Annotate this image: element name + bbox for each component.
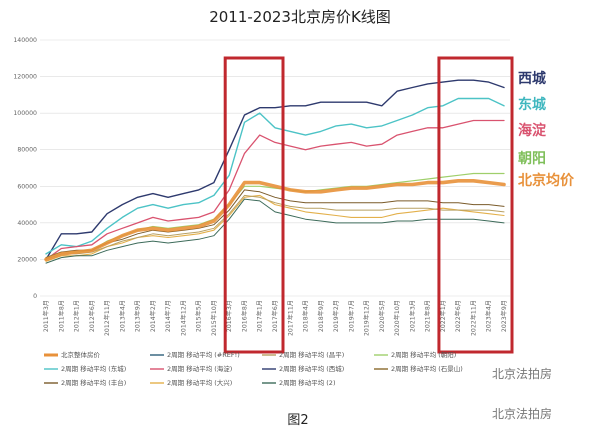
- right-label: 西城: [518, 70, 546, 87]
- legend-label: 2周期 移动平均 (昌平): [279, 350, 344, 359]
- y-tick-label: 40000: [17, 220, 37, 227]
- legend-label: 北京整体房价: [61, 350, 101, 359]
- series-line-5: [45, 194, 505, 260]
- series-line-7: [45, 198, 505, 264]
- series-lines: [44, 79, 506, 264]
- x-tick-label: 2012年6月: [88, 300, 96, 332]
- series-line-8: [44, 179, 506, 262]
- x-tick-label: 2019年7月: [347, 300, 355, 332]
- x-tick-label: 2022年1月: [439, 300, 447, 332]
- right-label: 东城: [518, 96, 546, 113]
- legend-label: 2周期 移动平均 (丰台): [61, 378, 126, 387]
- x-tick-label: 2014年12月: [179, 300, 187, 336]
- legend-label: 2周期 移动平均 (石景山): [391, 364, 463, 373]
- legend-label: 2周期 移动平均 (朝阳): [391, 350, 456, 359]
- x-tick-label: 2012年11月: [103, 300, 111, 336]
- x-tick-label: 2017年11月: [286, 300, 294, 336]
- legend-label: 2周期 移动平均 (东城): [61, 364, 126, 373]
- x-tick-label: 2020年10月: [393, 300, 401, 336]
- y-tick-label: 140000: [13, 37, 37, 44]
- x-tick-label: 2017年1月: [256, 300, 264, 332]
- x-tick-label: 2012年1月: [73, 300, 81, 332]
- x-tick-label: 2022年11月: [469, 300, 477, 336]
- legend-label: 2周期 移动平均 (#REF!): [167, 350, 240, 359]
- y-tick-label: 20000: [17, 256, 37, 263]
- y-tick-label: 80000: [17, 147, 37, 154]
- highlight-box-1: [437, 56, 514, 354]
- x-tick-label: 2016年3月: [225, 300, 233, 332]
- series-line-2: [45, 119, 505, 261]
- y-axis: 0 20000 40000 60000 80000 100000 120000 140000: [13, 37, 37, 300]
- y-tick-label: 100000: [13, 110, 37, 117]
- y-tick-label: 0: [33, 293, 37, 300]
- x-tick-label: 2021年8月: [424, 300, 432, 332]
- x-tick-label: 2015年10月: [210, 300, 218, 336]
- series-line-4: [45, 194, 505, 262]
- right-label: 北京均价: [518, 172, 575, 189]
- legend-label: 2周期 移动平均 (2): [279, 378, 335, 387]
- legend-label: 2周期 移动平均 (西城): [279, 364, 344, 373]
- x-tick-label: 2018年4月: [302, 300, 310, 332]
- legend-label: 2周期 移动平均 (大兴): [167, 378, 232, 387]
- x-tick-label: 2013年4月: [118, 300, 126, 332]
- watermark-text: 北京法拍房: [492, 366, 552, 381]
- x-tick-label: 2014年2月: [149, 300, 157, 332]
- chart-title: 2011-2023北京房价K线图: [209, 8, 391, 26]
- right-label: 朝阳: [518, 150, 546, 167]
- x-tick-label: 2018年9月: [317, 300, 325, 332]
- series-line-6: [45, 189, 505, 259]
- x-tick-label: 2023年4月: [485, 300, 493, 332]
- series-line-1: [45, 97, 505, 255]
- y-tick-label: 120000: [13, 74, 37, 81]
- x-tick-label: 2023年9月: [500, 300, 508, 332]
- x-tick-label: 2021年3月: [408, 300, 416, 332]
- legend-label: 2周期 移动平均 (海淀): [167, 364, 232, 373]
- gridlines: [40, 39, 510, 297]
- x-tick-label: 2019年12月: [363, 300, 371, 336]
- series-line-0: [45, 79, 505, 261]
- x-tick-label: 2017年6月: [271, 300, 279, 332]
- x-tick-label: 2014年7月: [164, 300, 172, 332]
- x-tick-label: 2022年6月: [454, 300, 462, 332]
- x-tick-label: 2011年3月: [42, 300, 50, 332]
- highlight-boxes: [223, 56, 514, 354]
- x-tick-label: 2015年5月: [195, 300, 203, 332]
- x-tick-label: 2020年5月: [378, 300, 386, 332]
- watermark-text: 北京法拍房: [492, 406, 552, 421]
- right-label: 海淀: [518, 122, 547, 139]
- y-tick-label: 60000: [17, 183, 37, 190]
- x-tick-label: 2011年8月: [57, 300, 65, 332]
- x-tick-label: 2019年2月: [332, 300, 340, 332]
- x-tick-label: 2013年9月: [134, 300, 142, 332]
- x-tick-label: 2016年8月: [240, 300, 248, 332]
- highlight-box-0: [223, 56, 285, 354]
- x-axis: 2011年3月 2011年8月 2012年1月 2012年6月 2012年11月 2013…: [42, 300, 508, 336]
- figure-caption: 图2: [287, 413, 308, 428]
- legend: 北京整体房价 2周期 移动平均 (#REF!) 2周期 移动平均 (昌平) 2周期 移…: [44, 350, 463, 387]
